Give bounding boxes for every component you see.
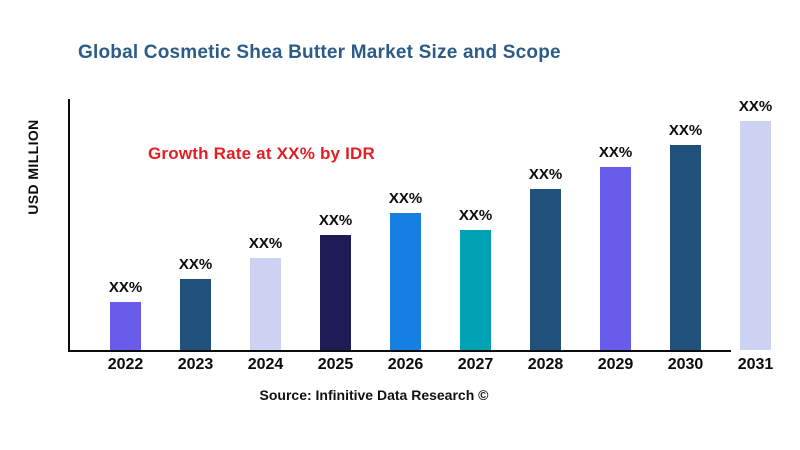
x-tick-label-2027: 2027 bbox=[457, 356, 494, 373]
bar-2024 bbox=[250, 258, 281, 350]
bar-2026 bbox=[390, 212, 421, 350]
bar-2031 bbox=[740, 120, 771, 350]
chart-title: Global Cosmetic Shea Butter Market Size … bbox=[78, 42, 561, 63]
y-axis-label: USD MILLION bbox=[25, 119, 41, 215]
bar-value-label-2029: XX% bbox=[598, 144, 633, 162]
x-tick-label-2026: 2026 bbox=[387, 356, 424, 373]
x-tick-label-2022: 2022 bbox=[107, 356, 144, 373]
bar-value-label-2023: XX% bbox=[178, 256, 213, 274]
bar-value-label-2025: XX% bbox=[318, 212, 353, 230]
bar-value-label-2030: XX% bbox=[668, 121, 703, 139]
growth-rate-annotation: Growth Rate at XX% by IDR bbox=[148, 144, 375, 163]
x-axis-line bbox=[68, 350, 731, 352]
bar-2030 bbox=[670, 144, 701, 350]
bar-2029 bbox=[600, 167, 631, 350]
bar-value-label-2026: XX% bbox=[388, 189, 423, 207]
x-tick-label-2024: 2024 bbox=[247, 356, 284, 373]
x-tick-label-2025: 2025 bbox=[317, 356, 354, 373]
x-tick-label-2023: 2023 bbox=[177, 356, 214, 373]
bar-2023 bbox=[180, 279, 211, 350]
bar-value-label-2022: XX% bbox=[108, 279, 143, 297]
source-text: Source: Infinitive Data Research © bbox=[259, 387, 489, 403]
y-axis-line bbox=[68, 99, 70, 352]
bar-value-label-2027: XX% bbox=[458, 207, 493, 225]
x-tick-label-2029: 2029 bbox=[597, 356, 634, 373]
x-tick-label-2028: 2028 bbox=[527, 356, 564, 373]
bar-value-label-2024: XX% bbox=[248, 235, 283, 253]
bar-2027 bbox=[460, 230, 491, 350]
x-tick-label-2030: 2030 bbox=[667, 356, 704, 373]
bar-2028 bbox=[530, 188, 561, 350]
bar-value-label-2031: XX% bbox=[738, 97, 773, 115]
bar-2025 bbox=[320, 235, 351, 350]
bar-2022 bbox=[110, 302, 141, 350]
bar-value-label-2028: XX% bbox=[528, 165, 563, 183]
x-tick-label-2031: 2031 bbox=[737, 356, 774, 373]
